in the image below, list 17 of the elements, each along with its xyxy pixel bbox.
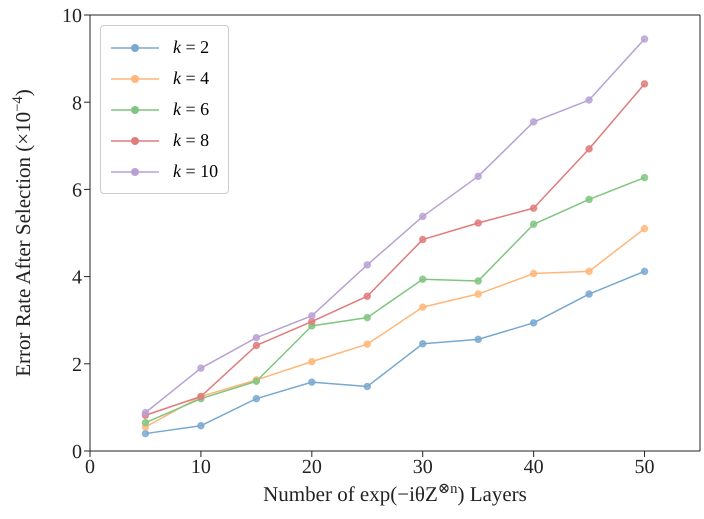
y-tick-label: 4	[72, 266, 82, 289]
x-tick-label: 40	[524, 456, 544, 478]
legend-label: k = 6	[173, 99, 210, 120]
y-tick-label: 6	[72, 180, 82, 202]
y-tick-label: 8	[72, 92, 82, 114]
y-tick-label: 0	[72, 441, 82, 464]
x-tick-label: 10	[190, 456, 211, 478]
legend-label: k = 2	[173, 37, 210, 58]
legend-label: k = 4	[173, 68, 210, 89]
legend-label: k = 10	[173, 161, 218, 182]
x-tick-label: 30	[412, 456, 433, 478]
x-tick-label: 50	[634, 456, 655, 478]
y-tick-label: 10	[62, 5, 82, 28]
y-tick-label: 2	[72, 354, 82, 376]
x-tick-label: 20	[302, 456, 322, 478]
legend-label: k = 8	[173, 130, 210, 151]
x-axis-title: Number of exp(−iθZ$^{⊗n}$) Layers	[263, 481, 527, 506]
